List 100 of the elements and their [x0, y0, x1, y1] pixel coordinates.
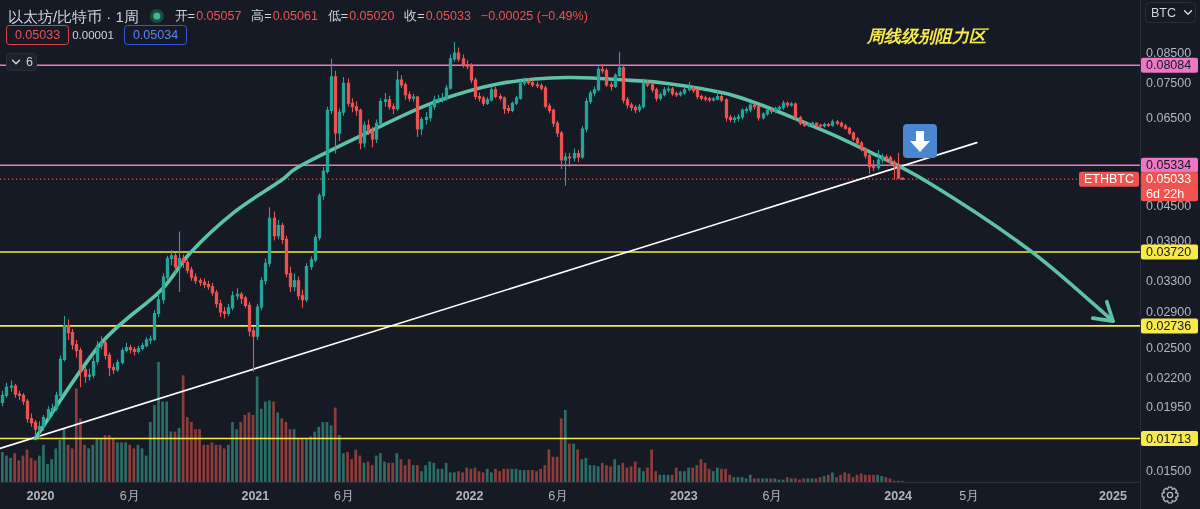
y-tick-label: 0.01950: [1146, 400, 1192, 415]
text: 以太坊/比特币 · 1周: [8, 7, 139, 25]
bar: [576, 449, 579, 482]
candlestick: [748, 102, 753, 113]
annotation: 低=: [327, 9, 349, 23]
bar: [111, 438, 115, 482]
candlestick: [781, 99, 786, 111]
candlestick: [814, 121, 819, 128]
bar: [379, 453, 382, 482]
bar: [317, 426, 321, 482]
candlestick: [707, 96, 712, 103]
candlestick: [740, 107, 745, 121]
bar: [272, 401, 275, 482]
bar: [794, 478, 797, 482]
candlestick: [876, 149, 881, 171]
bar: [181, 375, 185, 482]
bar: [309, 436, 312, 482]
candlestick: [202, 278, 207, 289]
candlestick: [822, 121, 827, 129]
bar: [243, 414, 247, 482]
bar: [74, 388, 78, 482]
ref-line-label: 0.02736: [1146, 318, 1192, 333]
bar: [637, 467, 641, 482]
x-tick-label: 5月: [959, 489, 980, 503]
candlestick: [843, 123, 848, 131]
candlestick: [346, 77, 351, 108]
bar: [868, 474, 871, 482]
bar: [87, 448, 90, 482]
candlestick: [806, 121, 811, 128]
annotation: 0.05057: [196, 9, 242, 23]
bar: [802, 478, 805, 482]
annotation: 高=: [251, 8, 272, 23]
bar: [407, 459, 411, 482]
candlestick: [761, 111, 766, 121]
candlestick: [502, 95, 507, 115]
candlestick: [173, 252, 178, 275]
bar: [432, 462, 436, 482]
candlestick: [682, 86, 687, 96]
bar: [600, 462, 604, 482]
bar: [580, 459, 584, 482]
bar: [428, 461, 432, 482]
bar: [13, 453, 17, 482]
candlestick: [732, 115, 737, 124]
annotation: 0.05033: [14, 28, 61, 42]
bar: [674, 467, 678, 482]
candlestick: [596, 65, 601, 92]
bar: [1, 452, 4, 482]
candlestick: [793, 102, 798, 121]
bar: [687, 467, 690, 482]
x-tick-label: 2023: [669, 489, 698, 503]
bar: [469, 468, 473, 482]
x-tick-label: 6月: [762, 489, 783, 503]
x-tick-label: 2024: [884, 489, 913, 503]
candlestick: [461, 53, 466, 69]
annotation: −0.00025 (−0.49%): [480, 9, 588, 23]
candlestick: [136, 345, 141, 354]
bar: [206, 444, 210, 482]
bar: [9, 458, 12, 482]
bar: [572, 443, 575, 482]
bar: [831, 472, 834, 482]
bar: [313, 431, 316, 482]
bar: [563, 410, 567, 482]
bar: [276, 412, 280, 482]
candlestick: [641, 77, 646, 110]
x-tick-label: 2020: [26, 489, 55, 503]
bar: [769, 478, 773, 482]
annotation: 0.05061: [272, 9, 318, 23]
bar: [489, 472, 493, 482]
candlestick: [678, 90, 683, 97]
candlestick: [633, 104, 638, 114]
annotation: 收=: [404, 9, 425, 23]
bar: [453, 472, 456, 482]
bar: [531, 470, 534, 482]
bar: [465, 467, 469, 482]
candlestick: [383, 92, 388, 108]
bar: [748, 474, 752, 482]
bar: [872, 474, 875, 482]
bar: [757, 478, 760, 482]
y-tick-label: 0.07500: [1146, 76, 1192, 91]
candlestick: [543, 85, 548, 110]
bar: [765, 478, 768, 482]
annotation: 0.05020: [349, 9, 395, 23]
candlestick: [198, 277, 203, 287]
bar: [859, 473, 863, 482]
bar: [785, 477, 789, 482]
candlestick: [411, 93, 416, 103]
x-tick-label: 6月: [548, 489, 569, 503]
candlestick: [128, 344, 133, 354]
bar: [231, 422, 234, 482]
candlestick: [670, 86, 675, 97]
candlestick: [756, 104, 761, 122]
annotation: 0.00001: [72, 28, 114, 41]
bar: [494, 468, 497, 482]
bar: [222, 448, 226, 482]
candlestick: [292, 273, 297, 292]
x-tick-label: 2022: [455, 489, 484, 503]
candlestick: [239, 291, 244, 305]
bar: [305, 438, 308, 482]
bar: [300, 438, 304, 482]
bar: [157, 362, 160, 482]
